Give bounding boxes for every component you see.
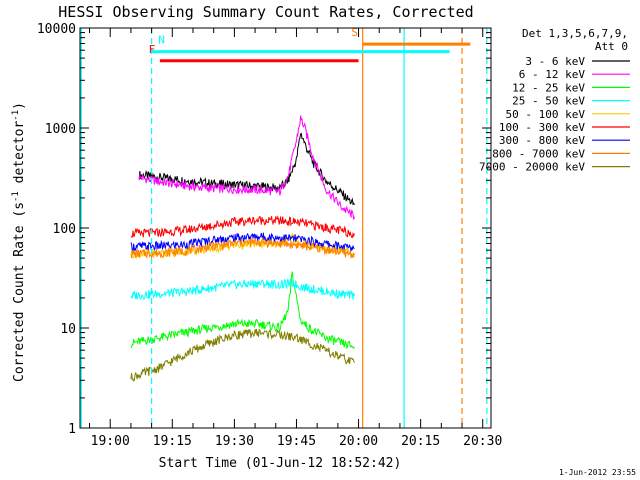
- y-axis-label: Corrected Count Rate (s-1 detector-1): [11, 102, 27, 382]
- plot-area: NF S: [80, 26, 488, 428]
- y-axis-label-main: Corrected Count Rate (s: [12, 202, 27, 382]
- legend-label-5: 50 - 100 keV: [506, 108, 586, 121]
- axes: 1 10 100 1000 10000 19:00 19:15 19:30 19:45 20:00…: [37, 22, 502, 449]
- x-tick-label-2: 19:30: [215, 434, 254, 449]
- y-axis-label-sup1: -1: [11, 191, 21, 202]
- series-line-7: [130, 232, 355, 252]
- legend-label-8: 800 - 7000 keV: [492, 147, 585, 160]
- legend-header-attenuator: Att 0: [595, 40, 628, 53]
- chart-title: HESSI Observing Summary Count Rates, Cor…: [58, 3, 473, 21]
- y-tick-label-2: 100: [53, 222, 76, 237]
- series-line-8: [130, 236, 355, 260]
- series-line-1: [138, 132, 355, 206]
- legend-label-2: 6 - 12 keV: [519, 68, 586, 81]
- legend-label-1: 3 - 6 keV: [525, 55, 585, 68]
- x-tick-label-5: 20:15: [401, 434, 440, 449]
- y-axis-label-sup2: -1: [11, 110, 21, 121]
- plot-frame: [79, 27, 492, 429]
- legend-label-4: 25 - 50 keV: [512, 95, 585, 108]
- x-tick-label-6: 20:30: [463, 434, 502, 449]
- y-tick-label-0: 1: [68, 422, 76, 437]
- series-line-9: [130, 328, 355, 382]
- y-axis-label-mid: detector: [12, 121, 27, 192]
- y-axis-label-end: ): [12, 102, 27, 110]
- flag-label-n: N: [158, 34, 165, 47]
- legend-label-7: 300 - 800 keV: [499, 134, 585, 147]
- x-axis-label: Start Time (01-Jun-12 18:52:42): [159, 456, 402, 471]
- x-tick-label-0: 19:00: [91, 434, 130, 449]
- legend-label-6: 100 - 300 keV: [499, 121, 585, 134]
- series-line-3: [130, 271, 355, 350]
- legend-label-9: 7000 - 20000 keV: [479, 161, 585, 174]
- series-line-6: [130, 214, 355, 239]
- y-tick-label-4: 10000: [37, 22, 76, 37]
- x-tick-label-4: 20:00: [339, 434, 378, 449]
- series-line-4: [130, 278, 355, 301]
- legend-label-3: 12 - 25 keV: [512, 81, 585, 94]
- series-line-2: [138, 115, 355, 220]
- y-tick-label-3: 1000: [45, 122, 76, 137]
- flag-label-s: S: [351, 26, 358, 39]
- footer-timestamp: 1-Jun-2012 23:55: [559, 468, 636, 477]
- flag-label-f: F: [149, 43, 156, 56]
- legend-header-detectors: Det 1,3,5,6,7,9,: [522, 27, 628, 40]
- x-tick-label-3: 19:45: [277, 434, 316, 449]
- svg-text:Corrected Count Rate (s-1 dete: Corrected Count Rate (s-1 detector-1): [11, 102, 27, 382]
- x-tick-label-1: 19:15: [153, 434, 192, 449]
- y-tick-label-1: 10: [60, 322, 76, 337]
